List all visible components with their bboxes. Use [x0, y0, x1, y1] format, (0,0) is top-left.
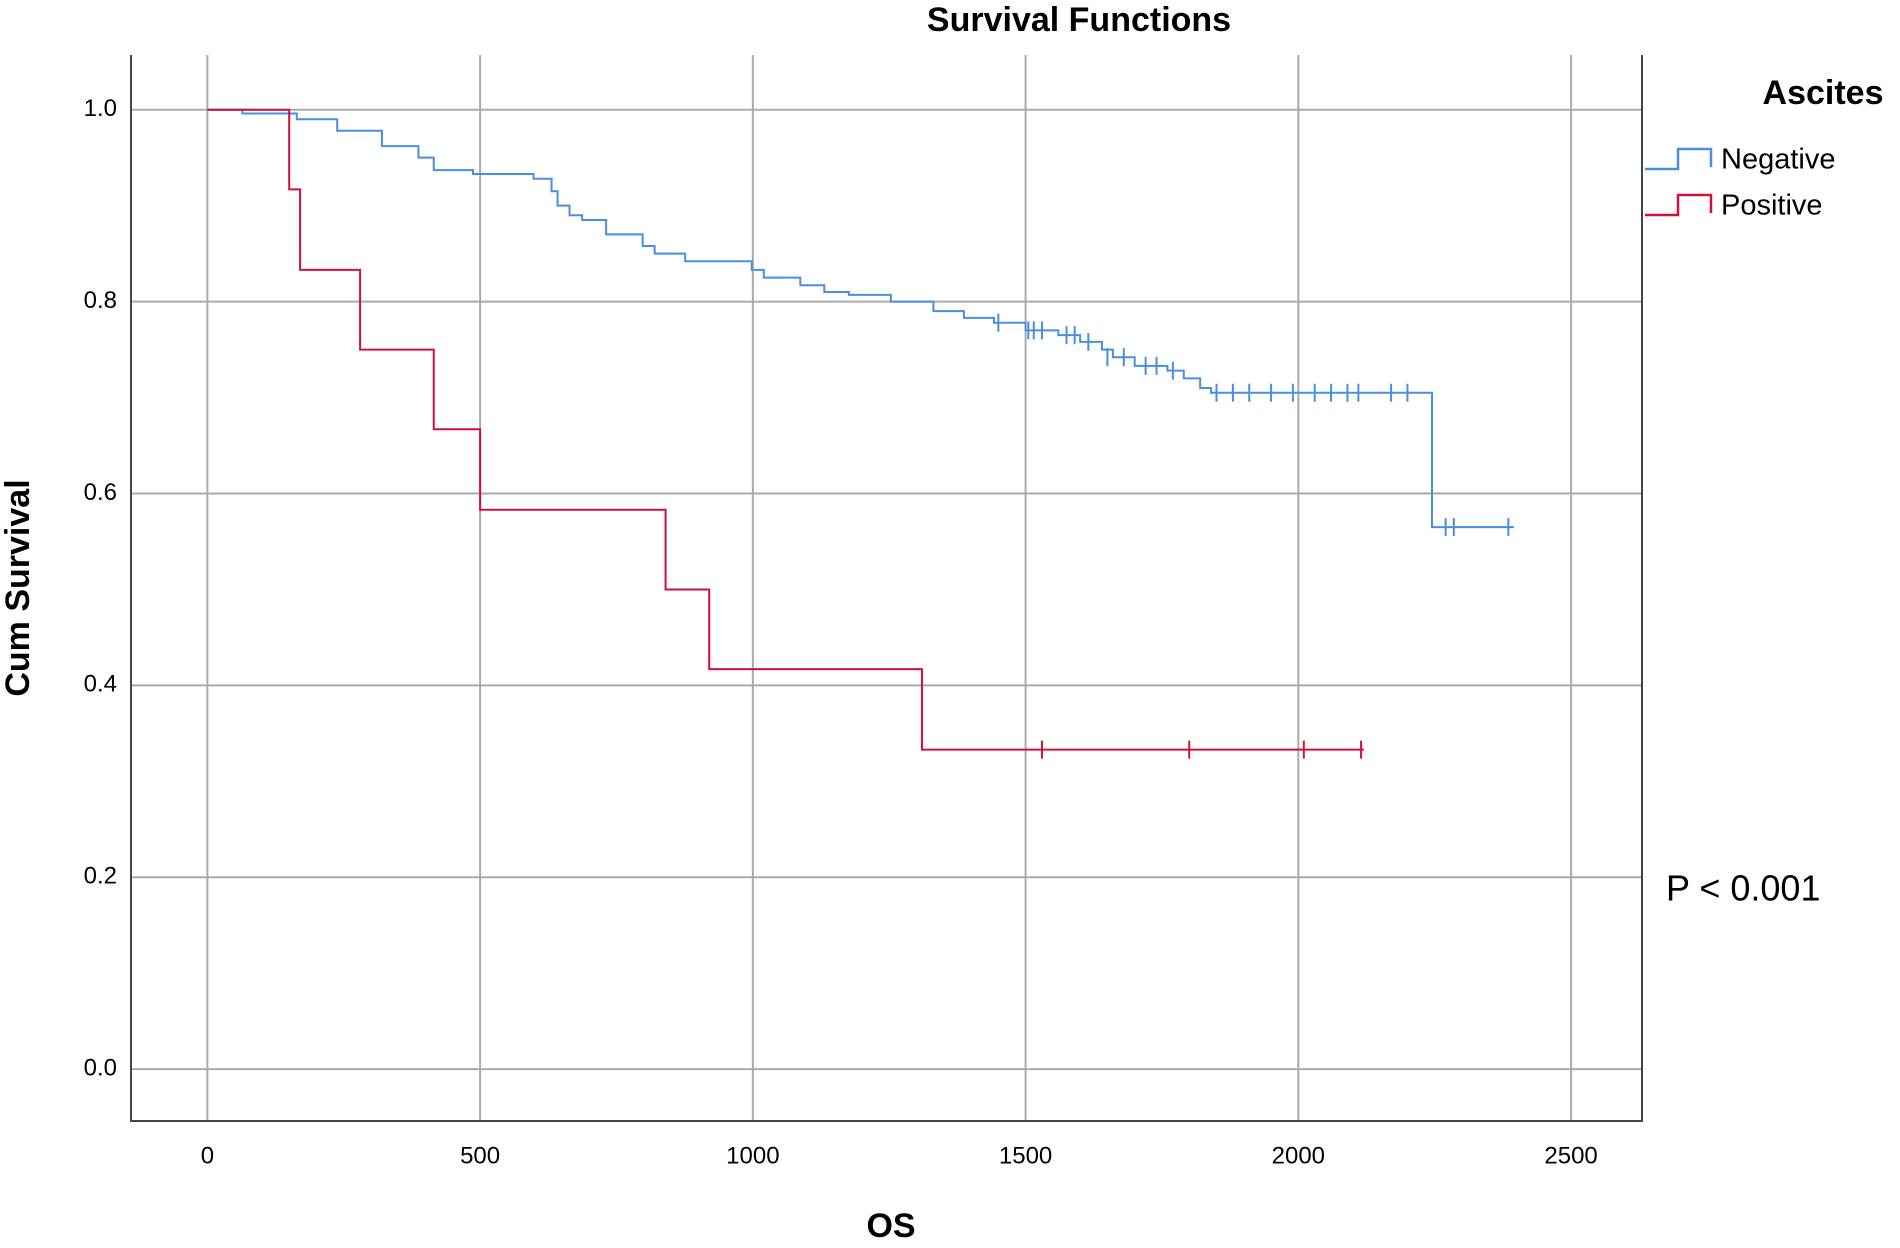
y-tick-label: 0.4: [84, 671, 117, 698]
y-tick-label: 0.0: [84, 1055, 117, 1082]
y-tick-label: 0.8: [84, 287, 117, 314]
x-tick-label: 1000: [726, 1142, 779, 1169]
survival-line: [207, 108, 1364, 751]
x-tick-label: 0: [201, 1142, 214, 1169]
legend-label: Negative: [1721, 144, 1835, 176]
chart-title: Survival Functions: [927, 1, 1231, 39]
annotation: P < 0.001: [1666, 868, 1820, 909]
legend-swatch: [1645, 147, 1713, 171]
y-tick-label: 0.6: [84, 479, 117, 506]
x-axis-label: OS: [866, 1207, 915, 1245]
legend-swatch: [1645, 193, 1713, 217]
legend-label: Positive: [1721, 190, 1823, 222]
x-tick-label: 500: [460, 1142, 500, 1169]
y-tick-label: 0.2: [84, 863, 117, 890]
y-tick-label: 1.0: [84, 95, 117, 122]
x-tick-label: 1500: [999, 1142, 1052, 1169]
y-axis-label: Cum Survival: [0, 479, 37, 696]
x-tick-label: 2500: [1544, 1142, 1597, 1169]
legend-title: Ascites: [1763, 74, 1884, 112]
survival-line: [207, 108, 1514, 529]
x-tick-label: 2000: [1272, 1142, 1325, 1169]
axis-frame: [130, 55, 1643, 1122]
